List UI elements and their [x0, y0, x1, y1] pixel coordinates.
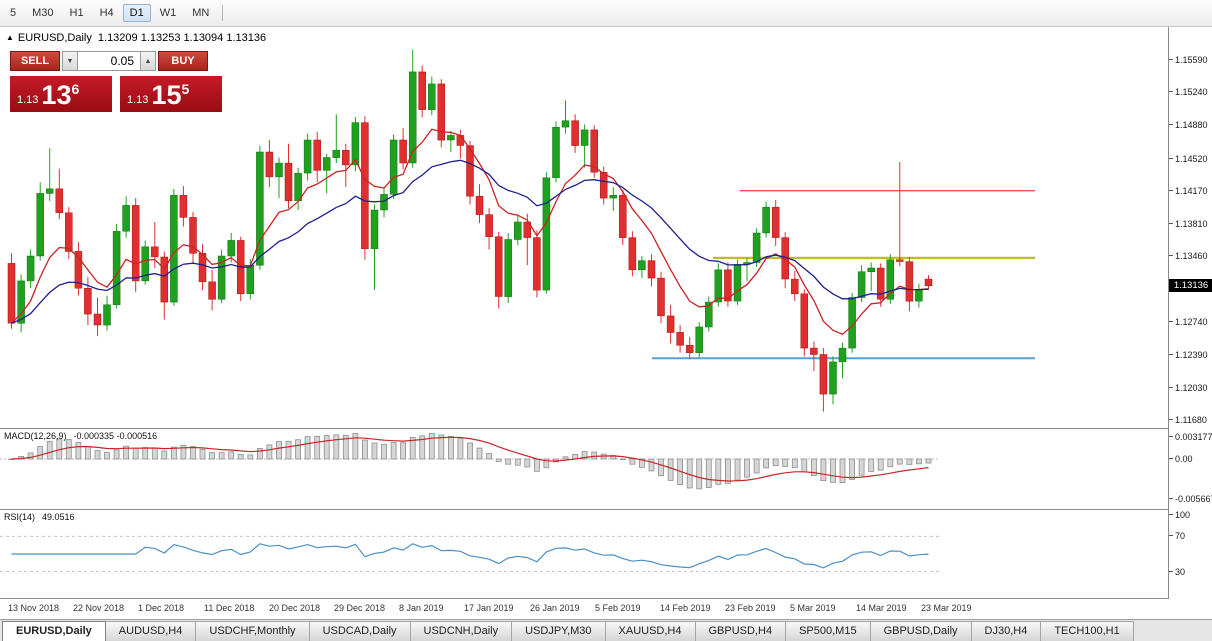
pane-separator[interactable]: [0, 428, 1212, 429]
rsi-axis-tick: 100: [1168, 510, 1191, 520]
chevron-down-icon: ▼: [66, 57, 74, 65]
chart-tab-dj30-h4[interactable]: DJ30,H4: [970, 621, 1042, 641]
chart-tab-usdchf-monthly[interactable]: USDCHF,Monthly: [195, 621, 310, 641]
price-axis-tick: 1.13460: [1169, 251, 1208, 261]
date-axis-label: 29 Dec 2018: [334, 603, 386, 613]
one-click-trade-panel: SELL ▼ ▲ BUY 1.13 13 6 1.13 15 5: [10, 51, 222, 112]
chart-tab-bar: EURUSD,Daily AUDUSD,H4 USDCHF,Monthly USDCA…: [0, 619, 1212, 641]
rsi-axis-tick: 70: [1168, 531, 1186, 542]
macd-canvas[interactable]: [0, 429, 1168, 509]
date-axis-label: 23 Feb 2019: [725, 603, 776, 613]
date-axis[interactable]: 13 Nov 2018 22 Nov 2018 1 Dec 2018 11 Dec 2…: [0, 599, 1212, 619]
ohlc-quote-text: 1.13209 1.13253 1.13094 1.13136: [97, 32, 267, 44]
date-axis-label: 5 Mar 2019: [790, 603, 836, 613]
sell-price-display[interactable]: 1.13 13 6: [10, 76, 112, 112]
timeframe-button-M30[interactable]: M30: [32, 7, 54, 19]
timeframe-button-H4[interactable]: H4: [99, 7, 114, 19]
macd-label: MACD(12,26,9): [4, 431, 67, 441]
rsi-pane: RSI(14) 49.0516: [0, 510, 1168, 598]
volume-control: ▼ ▲: [62, 51, 156, 71]
current-price-label: 1.13136: [1169, 279, 1212, 293]
chart-tab-usdcad-daily[interactable]: USDCAD,Daily: [308, 621, 411, 641]
price-axis-tick: 1.12030: [1169, 382, 1208, 393]
macd-axis-tick: -0.005667: [1169, 494, 1212, 504]
date-axis-label: 26 Jan 2019: [530, 603, 580, 613]
macd-axis-tick: 0.003177: [1169, 431, 1212, 442]
price-axis-tick: 1.12740: [1169, 317, 1208, 328]
date-axis-label: 5 Feb 2019: [595, 603, 641, 613]
price-axis-tick: 1.12390: [1169, 349, 1208, 360]
buy-price-display[interactable]: 1.13 15 5: [120, 76, 222, 112]
symbol-period-text: EURUSD,Daily: [17, 32, 92, 44]
chart-tab-usdjpy-m30[interactable]: USDJPY,M30: [511, 621, 606, 641]
sell-price-pips: 13: [41, 80, 72, 110]
price-axis-tick: 1.15240: [1169, 87, 1208, 98]
sell-price-point: 6: [71, 81, 80, 97]
rsi-canvas[interactable]: [0, 510, 1168, 598]
buy-button[interactable]: BUY: [158, 51, 208, 71]
price-axis-tick: 1.15590: [1169, 55, 1208, 65]
date-axis-label: 23 Mar 2019: [921, 603, 972, 613]
date-axis-label: 13 Nov 2018: [8, 603, 60, 613]
collapse-panel-icon[interactable]: ▲: [6, 33, 14, 42]
chart-symbol-label: ▲ EURUSD,Daily 1.13209 1.13253 1.13094 1…: [6, 32, 266, 44]
date-axis-label: 20 Dec 2018: [269, 603, 321, 613]
price-axis-tick: 1.14520: [1169, 153, 1208, 164]
sell-price-prefix: 1.13: [17, 94, 39, 106]
date-axis-label: 14 Feb 2019: [660, 603, 711, 613]
price-axis-tick: 1.11680: [1169, 414, 1207, 425]
macd-axis-tick: 0.00: [1169, 454, 1193, 464]
buy-price-point: 5: [181, 81, 190, 97]
pane-separator[interactable]: [0, 598, 1212, 599]
price-axis-tick: 1.14170: [1169, 185, 1208, 196]
chart-tab-usdcnh-daily[interactable]: USDCNH,Daily: [409, 621, 513, 641]
date-axis-label: 17 Jan 2019: [464, 603, 514, 613]
main-chart-pane: ▲ EURUSD,Daily 1.13209 1.13253 1.13094 1…: [0, 27, 1168, 428]
rsi-label: RSI(14): [4, 512, 36, 522]
date-axis-label: 11 Dec 2018: [204, 603, 255, 613]
timeframe-button-MN[interactable]: MN: [192, 7, 210, 19]
buy-price-prefix: 1.13: [127, 94, 149, 106]
volume-input[interactable]: [78, 51, 140, 71]
rsi-value: 49.0516: [42, 512, 75, 522]
chart-tab-gbpusd-daily[interactable]: GBPUSD,Daily: [869, 621, 972, 641]
rsi-axis-tick: 30: [1168, 566, 1186, 577]
price-axis-tick: 1.13810: [1169, 218, 1208, 229]
sell-button[interactable]: SELL: [10, 51, 60, 71]
price-axis-tick: 1.14880: [1169, 120, 1208, 131]
timeframe-toolbar: 5 M30 H1 H4 D1 W1 MN: [0, 0, 1212, 27]
chart-tab-eurusd-daily[interactable]: EURUSD,Daily: [2, 621, 106, 641]
chart-tab-gbpusd-h4[interactable]: GBPUSD,H4: [694, 621, 787, 641]
toolbar-separator: [222, 5, 224, 21]
timeframe-button-H1[interactable]: H1: [69, 7, 84, 19]
macd-values: -0.000335 -0.000516: [73, 431, 158, 441]
volume-increase-button[interactable]: ▲: [140, 51, 156, 71]
volume-dropdown-button[interactable]: ▼: [62, 51, 78, 71]
date-axis-label: 14 Mar 2019: [856, 603, 907, 613]
timeframe-button-D1[interactable]: D1: [122, 4, 151, 22]
macd-pane: MACD(12,26,9) -0.000335 -0.000516: [0, 429, 1168, 509]
date-axis-label: 1 Dec 2018: [138, 603, 185, 613]
date-axis-label: 8 Jan 2019: [399, 603, 444, 613]
buy-price-pips: 15: [151, 80, 182, 110]
main-chart-canvas[interactable]: [0, 27, 1168, 428]
chevron-up-icon: ▲: [144, 57, 152, 65]
chart-tab-sp500-m15[interactable]: SP500,M15: [785, 621, 871, 641]
chart-tab-tech100-h1[interactable]: TECH100,H1: [1040, 621, 1134, 641]
pane-separator[interactable]: [0, 509, 1212, 510]
price-axis[interactable]: 1.13136 1.15590 1.15240 1.14880 1.14520 1.14…: [1168, 27, 1212, 599]
chart-tab-xauusd-h4[interactable]: XAUUSD,H4: [604, 621, 696, 641]
timeframe-button-5[interactable]: 5: [10, 7, 17, 19]
timeframe-button-W1[interactable]: W1: [159, 7, 177, 19]
chart-tab-audusd-h4[interactable]: AUDUSD,H4: [104, 621, 197, 641]
date-axis-label: 22 Nov 2018: [73, 603, 125, 613]
chart-window: ▲ EURUSD,Daily 1.13209 1.13253 1.13094 1…: [0, 27, 1212, 641]
